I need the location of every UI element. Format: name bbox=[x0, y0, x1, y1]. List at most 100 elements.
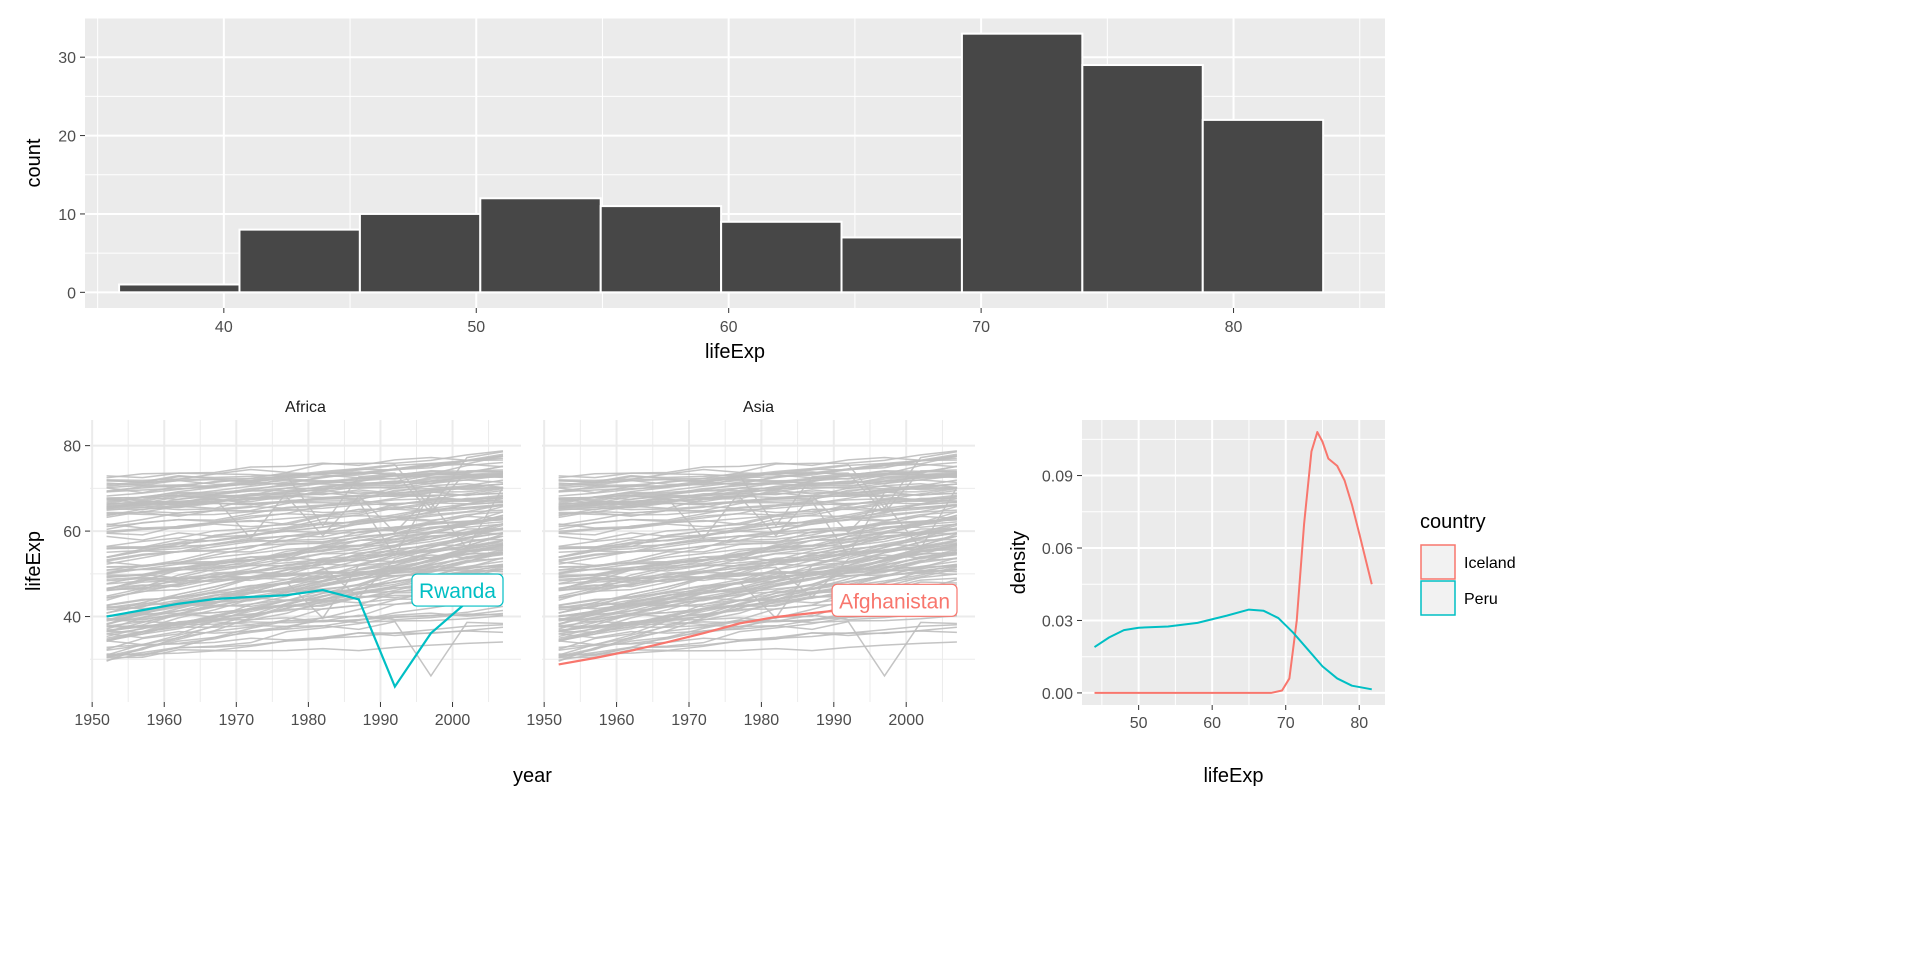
background-country-line bbox=[558, 620, 957, 678]
density-line-iceland bbox=[1094, 431, 1373, 694]
background-country-line bbox=[558, 528, 957, 571]
x-tick-label: 1950 bbox=[74, 712, 110, 729]
x-tick-label: 2000 bbox=[435, 712, 471, 729]
background-country-line bbox=[106, 620, 504, 678]
x-tick-label: 40 bbox=[215, 319, 233, 336]
background-country-line bbox=[558, 474, 957, 486]
x-tick-label: 1960 bbox=[146, 712, 182, 729]
x-tick-label: 70 bbox=[1277, 715, 1295, 732]
background-country-line bbox=[558, 535, 958, 599]
x-tick-label: 60 bbox=[1203, 715, 1221, 732]
x-tick-label: 1980 bbox=[744, 712, 780, 729]
background-country-line bbox=[106, 539, 504, 625]
x-axis-title: year bbox=[513, 765, 552, 787]
background-country-line bbox=[558, 524, 958, 574]
x-tick-label: 1970 bbox=[219, 712, 255, 729]
histogram-bar bbox=[358, 212, 482, 294]
background-country-line bbox=[558, 554, 957, 606]
background-country-line bbox=[558, 641, 957, 656]
background-country-line bbox=[558, 518, 957, 553]
background-country-line bbox=[558, 539, 958, 625]
background-country-line bbox=[106, 472, 504, 527]
legend-key bbox=[1420, 544, 1456, 580]
y-axis-title: count bbox=[23, 138, 45, 187]
histogram-bar bbox=[118, 283, 241, 294]
background-country-line bbox=[558, 563, 957, 590]
highlight-label-box bbox=[831, 583, 958, 617]
y-tick-label: 10 bbox=[58, 207, 76, 224]
background-country-line bbox=[106, 504, 504, 533]
histogram-bar bbox=[238, 228, 361, 294]
background-country-line bbox=[558, 565, 958, 649]
histogram-bar bbox=[599, 205, 723, 294]
y-tick-label: 20 bbox=[58, 129, 76, 146]
y-tick-label: 0 bbox=[67, 285, 76, 302]
background-country-line bbox=[106, 599, 504, 652]
facet-strip-label: Asia bbox=[743, 399, 774, 416]
facet-strip-label: Africa bbox=[285, 399, 326, 416]
x-tick-label: 60 bbox=[720, 319, 738, 336]
background-country-line bbox=[558, 465, 958, 504]
x-tick-label: 1950 bbox=[526, 712, 562, 729]
background-country-line bbox=[106, 514, 504, 615]
background-country-line bbox=[106, 554, 504, 606]
background-country-line bbox=[106, 455, 504, 497]
legend-key bbox=[1420, 580, 1456, 616]
background-country-line bbox=[558, 474, 957, 512]
background-country-line bbox=[558, 472, 957, 527]
x-tick-label: 2000 bbox=[888, 712, 924, 729]
x-tick-label: 1970 bbox=[671, 712, 707, 729]
background-country-line bbox=[106, 524, 504, 574]
x-axis-title: lifeExp bbox=[1203, 765, 1263, 787]
background-country-line bbox=[106, 504, 504, 550]
background-country-line bbox=[558, 515, 957, 529]
highlight-label-box bbox=[411, 573, 504, 607]
x-tick-label: 80 bbox=[1350, 715, 1368, 732]
histogram-bar bbox=[1201, 118, 1325, 294]
x-tick-label: 50 bbox=[467, 319, 485, 336]
background-country-line bbox=[558, 504, 958, 550]
x-axis-title: lifeExp bbox=[705, 341, 765, 363]
background-country-line bbox=[558, 565, 957, 581]
background-country-line bbox=[558, 514, 958, 615]
y-tick-label: 0.06 bbox=[1042, 541, 1073, 558]
background-country-line bbox=[558, 453, 958, 479]
x-tick-label: 1990 bbox=[363, 712, 399, 729]
x-tick-label: 1980 bbox=[291, 712, 327, 729]
histogram-bar bbox=[960, 32, 1084, 294]
background-country-line bbox=[558, 565, 957, 631]
background-country-line bbox=[558, 521, 957, 541]
y-tick-label: 30 bbox=[58, 50, 76, 67]
background-country-line bbox=[106, 473, 504, 517]
y-tick-label: 0.09 bbox=[1042, 469, 1073, 486]
panel-background bbox=[1082, 420, 1385, 705]
background-country-line bbox=[558, 538, 957, 591]
background-country-line bbox=[558, 501, 957, 528]
background-country-line bbox=[558, 568, 958, 643]
legend-label: Peru bbox=[1464, 591, 1498, 608]
background-country-line bbox=[106, 538, 503, 591]
highlight-label: Afghanistan bbox=[839, 590, 950, 613]
background-country-line bbox=[106, 545, 504, 641]
density-line-peru bbox=[1093, 608, 1372, 691]
histogram-bar bbox=[1081, 64, 1204, 294]
background-country-line bbox=[106, 501, 504, 528]
histogram-bar bbox=[840, 236, 963, 294]
background-country-line bbox=[106, 515, 504, 529]
y-tick-label: 80 bbox=[63, 439, 81, 456]
y-tick-label: 60 bbox=[63, 524, 81, 541]
background-country-line bbox=[106, 626, 504, 659]
histogram-bar bbox=[479, 197, 602, 294]
background-country-line bbox=[558, 545, 957, 641]
background-country-line bbox=[106, 453, 504, 479]
background-country-line bbox=[106, 465, 504, 504]
background-country-line bbox=[106, 463, 504, 483]
background-country-line bbox=[106, 498, 504, 511]
background-country-line bbox=[106, 474, 504, 512]
background-country-line bbox=[106, 474, 503, 486]
x-tick-label: 80 bbox=[1225, 319, 1243, 336]
x-tick-label: 70 bbox=[972, 319, 990, 336]
background-country-line bbox=[558, 501, 957, 516]
